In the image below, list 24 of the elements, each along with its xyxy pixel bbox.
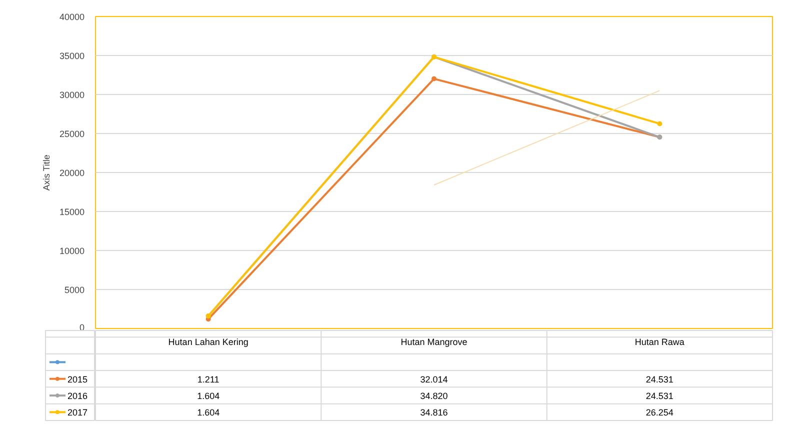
y-tick-label: 20000 — [59, 168, 85, 178]
data-label: 32.014 — [420, 374, 448, 384]
data-label: 1.604 — [197, 408, 220, 418]
data-label: 34.816 — [420, 408, 448, 418]
y-tick-label: 35000 — [59, 51, 85, 61]
legend-label: 2016 — [68, 391, 88, 401]
x-tick-label: Hutan Lahan Kering — [168, 337, 248, 348]
y-tick-label: 5000 — [64, 285, 85, 295]
legend-label: 2017 — [68, 408, 88, 418]
data-label: 24.531 — [646, 391, 674, 401]
data-label: 1.604 — [197, 391, 220, 401]
data-label: 34.820 — [420, 391, 448, 401]
data-label: 24.531 — [646, 374, 674, 384]
y-tick-label: 25000 — [59, 129, 85, 139]
y-tick-label: 15000 — [59, 207, 85, 217]
y-tick-label: 30000 — [59, 90, 85, 100]
x-tick-label: Hutan Rawa — [634, 337, 684, 348]
x-tick-label: Hutan Mangrove — [400, 337, 468, 348]
y-tick-label: 10000 — [59, 246, 85, 256]
data-label: 26.254 — [646, 408, 674, 418]
legend-label: 2015 — [68, 374, 88, 384]
y-tick-label: 40000 — [59, 12, 85, 22]
y-axis-title: Axis Title — [41, 154, 52, 191]
data-label: 1.211 — [197, 374, 220, 384]
